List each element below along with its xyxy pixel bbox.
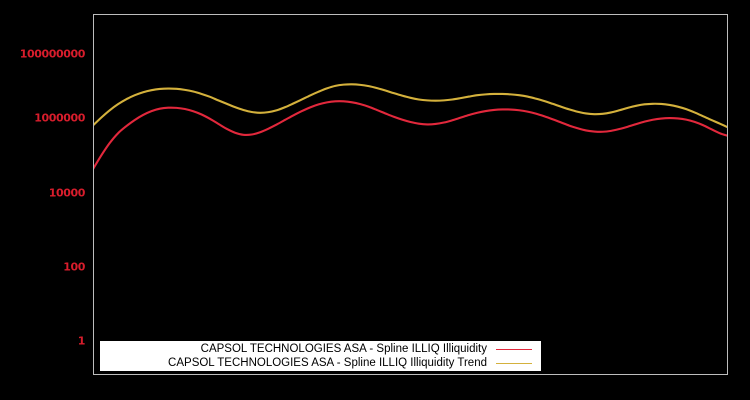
legend-entry-illiquidity[interactable]: CAPSOL TECHNOLOGIES ASA - Spline ILLIQ I… [101,342,540,356]
y-axis-tick-labels: 100000000 1000000 10000 100 1 [0,0,93,400]
plot-area-frame [93,14,728,375]
y-axis-tick-100000000: 100000000 [19,47,86,61]
legend-swatch-illiquidity [496,348,532,350]
legend-label-trend: CAPSOL TECHNOLOGIES ASA - Spline ILLIQ I… [168,356,487,369]
legend-entry-trend[interactable]: CAPSOL TECHNOLOGIES ASA - Spline ILLIQ I… [101,356,540,370]
y-axis-tick-100: 100 [63,260,85,274]
chart-legend[interactable]: CAPSOL TECHNOLOGIES ASA - Spline ILLIQ I… [100,341,541,371]
y-axis-tick-10000: 10000 [48,186,86,200]
y-axis-tick-1000000: 1000000 [34,111,85,125]
y-axis-tick-1: 1 [77,334,86,348]
legend-swatch-trend [496,362,532,364]
legend-label-illiquidity: CAPSOL TECHNOLOGIES ASA - Spline ILLIQ I… [200,342,487,355]
